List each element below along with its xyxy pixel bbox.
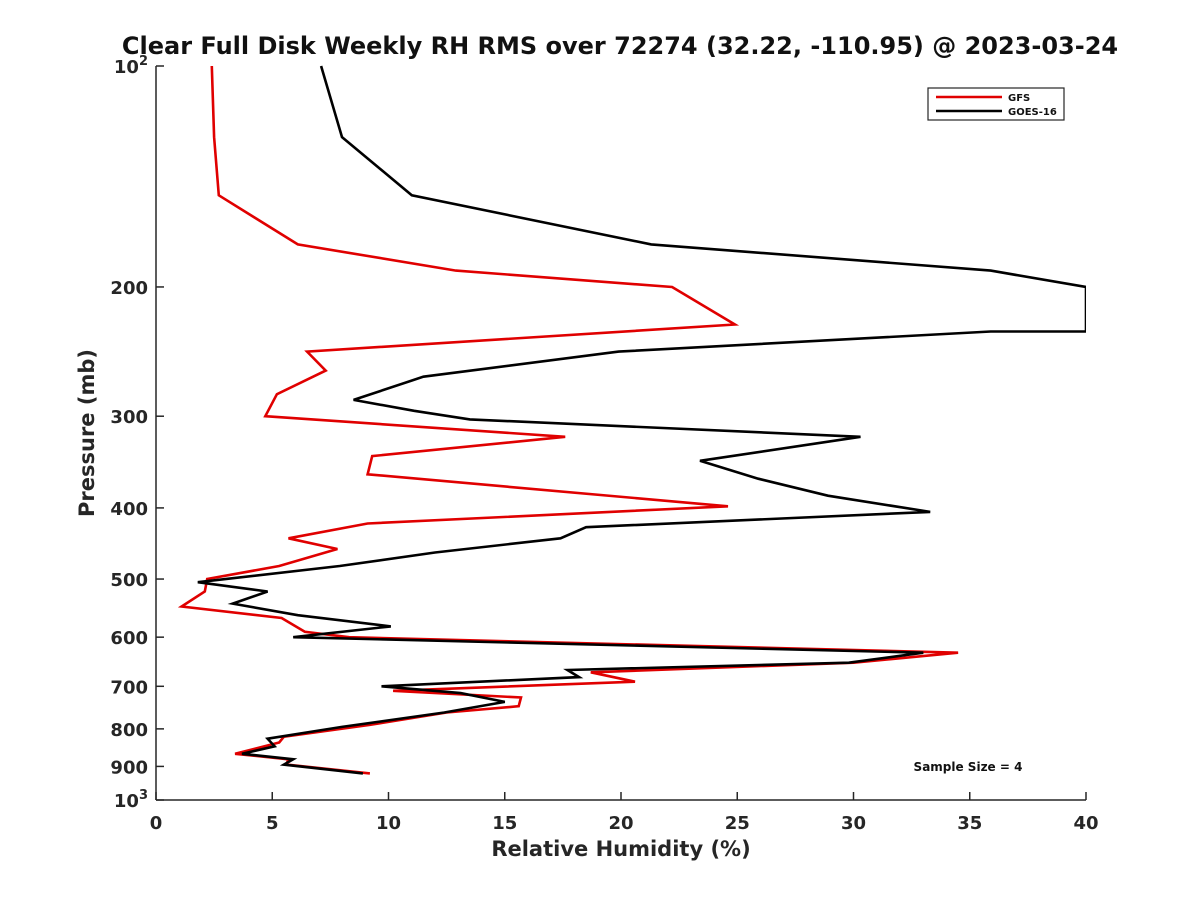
x-tick-label: 10 [376,813,401,834]
x-tick-label: 0 [150,813,163,834]
y-tick-label: 900 [110,757,148,778]
x-tick-label: 30 [841,813,866,834]
x-axis-label: Relative Humidity (%) [491,837,750,861]
x-tick-label: 15 [492,813,517,834]
chart-title: Clear Full Disk Weekly RH RMS over 72274… [122,32,1118,60]
legend-label-goes16: GOES-16 [1008,107,1057,118]
y-tick-label: 300 [110,407,148,428]
y-tick-label: 103 [114,788,148,812]
series-line-goes16 [197,65,1086,775]
x-tick-label: 20 [608,813,633,834]
y-ticks: 102 200 300 400 500 600 700 800 900 103 [110,54,164,812]
x-tick-label: 40 [1073,813,1098,834]
y-axis-label: Pressure (mb) [75,349,99,517]
legend-box [927,87,1065,121]
y-tick-label: 400 [110,499,148,520]
legend: GFS GOES-16 [927,87,1065,121]
series-layer [177,65,1086,775]
x-tick-label: 35 [957,813,982,834]
y-tick-label: 600 [110,628,148,649]
y-tick-label: 200 [110,278,148,299]
sample-size-annotation: Sample Size = 4 [914,760,1023,774]
y-tick-label: 800 [110,720,148,741]
y-tick-label: 102 [114,54,148,78]
legend-label-gfs: GFS [1008,93,1030,104]
y-tick-label: 500 [110,570,148,591]
x-ticks: 0 5 10 15 20 25 30 35 40 [150,792,1099,834]
x-tick-label: 25 [725,813,750,834]
x-tick-label: 5 [266,813,279,834]
y-tick-label: 700 [110,677,148,698]
